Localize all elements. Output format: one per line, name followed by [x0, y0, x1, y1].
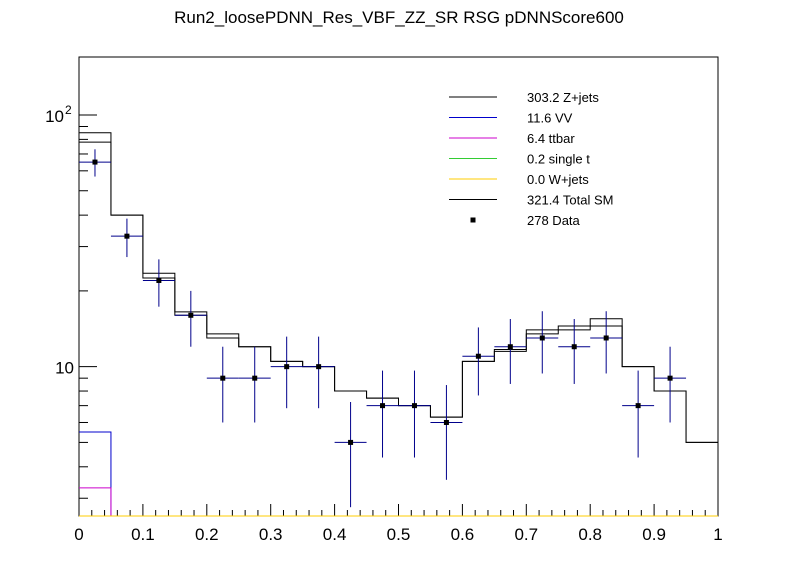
series-line-vv — [79, 431, 718, 517]
data-point — [284, 364, 290, 370]
legend-label: 0.2 single t — [527, 152, 590, 167]
x-tick-label: 0.4 — [323, 525, 347, 544]
legend-label: 0.0 W+jets — [527, 172, 589, 187]
x-tick-label: 0.3 — [259, 525, 283, 544]
x-tick-label: 1 — [713, 525, 722, 544]
data-point — [667, 375, 673, 381]
y-tick-label: 10 — [55, 359, 74, 378]
y-tick-label: 10 — [45, 107, 64, 126]
data-point — [539, 335, 545, 341]
legend-point — [470, 217, 476, 223]
x-tick-label: 0.9 — [642, 525, 666, 544]
chart-title: Run2_loosePDNN_Res_VBF_ZZ_SR RSG pDNNSco… — [174, 8, 624, 27]
data-point — [443, 419, 449, 425]
x-tick-label: 0.8 — [578, 525, 602, 544]
data-point — [348, 439, 354, 445]
data-point — [411, 403, 417, 409]
x-tick-label: 0.2 — [195, 525, 219, 544]
data-point — [188, 312, 194, 318]
y-tick-exponent: 2 — [65, 103, 72, 117]
series-line-total-sm — [79, 132, 718, 443]
legend-label: 6.4 ttbar — [527, 131, 575, 146]
x-tick-label: 0 — [74, 525, 83, 544]
data-point — [220, 375, 226, 381]
data-point — [92, 159, 98, 165]
legend-label: 11.6 VV — [527, 111, 573, 126]
x-tick-label: 0.6 — [451, 525, 475, 544]
data-point — [124, 233, 130, 239]
data-point — [571, 344, 577, 350]
data-point — [603, 335, 609, 341]
legend-label: 321.4 Total SM — [527, 193, 613, 208]
data-point — [635, 403, 641, 409]
legend-label: 278 Data — [527, 213, 581, 228]
data-point — [475, 353, 481, 359]
x-tick-label: 0.5 — [387, 525, 411, 544]
x-tick-label: 0.7 — [514, 525, 538, 544]
data-point — [156, 277, 162, 283]
x-tick-label: 0.1 — [131, 525, 155, 544]
data-point — [316, 364, 322, 370]
data-point — [507, 344, 513, 350]
legend-label: 303.2 Z+jets — [527, 90, 599, 105]
data-point — [380, 403, 386, 409]
data-point — [252, 375, 258, 381]
